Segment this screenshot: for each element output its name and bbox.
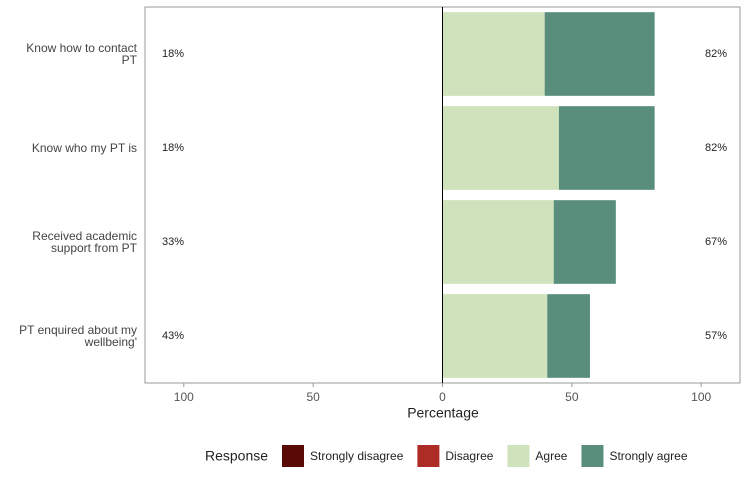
bar-segment (442, 106, 559, 190)
bar-segment (547, 294, 590, 378)
legend-label: Agree (535, 449, 567, 463)
bar-segment (544, 12, 655, 96)
x-tick-label: 50 (565, 390, 579, 404)
right-total-label: 82% (705, 48, 727, 60)
left-total-label: 33% (162, 236, 184, 248)
x-axis-label: Percentage (407, 405, 479, 421)
x-tick-label: 50 (306, 390, 320, 404)
bar-segment (558, 106, 655, 190)
y-tick-label: PT enquired about my wellbeing' (19, 323, 137, 349)
x-tick-label: 0 (439, 390, 446, 404)
right-total-label: 57% (705, 330, 727, 342)
bar-segment (553, 200, 616, 284)
legend-swatch (282, 445, 304, 467)
right-total-label: 67% (705, 236, 727, 248)
legend-label: Disagree (445, 449, 493, 463)
bar-segment (442, 12, 545, 96)
legend-swatch (417, 445, 440, 467)
left-total-label: 18% (162, 142, 184, 154)
legend-label: Strongly disagree (310, 449, 404, 463)
left-total-label: 43% (162, 330, 184, 342)
x-tick-label: 100 (174, 390, 194, 404)
right-total-label: 82% (705, 142, 727, 154)
y-tick-label: Received academic support from PT (32, 229, 137, 255)
legend-label: Strongly agree (609, 449, 687, 463)
y-tick-label: Know how to contact PT (26, 41, 137, 67)
x-tick-label: 100 (691, 390, 711, 404)
left-total-label: 18% (162, 48, 184, 60)
bar-segment (442, 200, 554, 284)
bar-segment (442, 294, 548, 378)
legend-title: Response (205, 448, 268, 464)
legend-swatch (581, 445, 604, 467)
legend-swatch (507, 445, 530, 467)
y-tick-label: Know who my PT is (31, 141, 137, 155)
